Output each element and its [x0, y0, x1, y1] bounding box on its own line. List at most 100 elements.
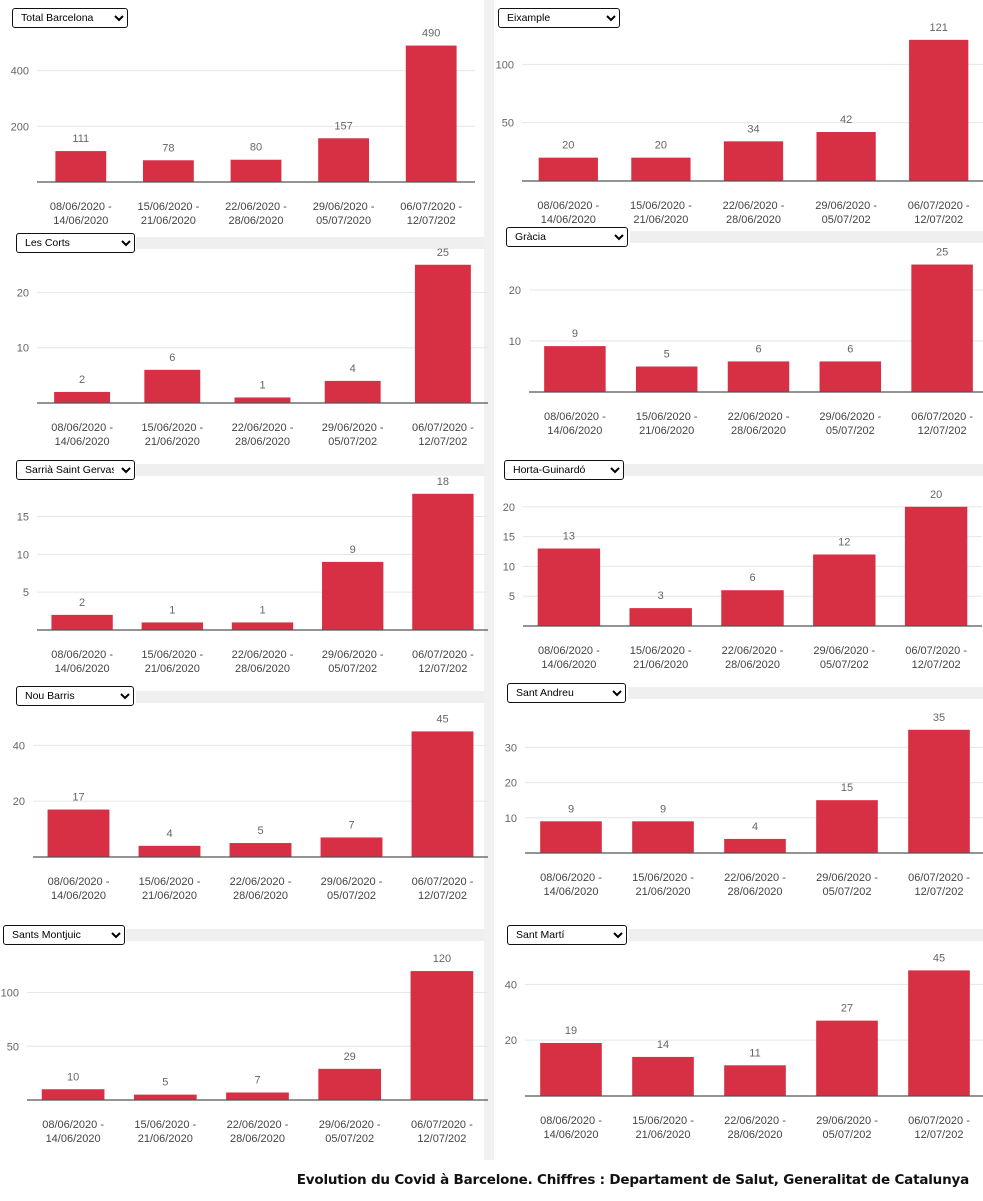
x-tick-label: 15/06/2020 -21/06/2020 — [630, 200, 692, 226]
bar-value-label: 6 — [169, 352, 175, 364]
x-tick-label: 08/06/2020 -14/06/2020 — [540, 1115, 602, 1141]
bar-value-label: 27 — [841, 1003, 853, 1015]
y-tick-label: 20 — [509, 285, 521, 297]
bar-value-label: 7 — [348, 819, 354, 831]
bar — [909, 39, 969, 182]
bar-chart: 10 20 30 9 08/06/2020 -14/06/2020 9 15/06/2020… — [505, 712, 983, 898]
bar-value-label: 5 — [162, 1077, 168, 1089]
x-tick-label: 22/06/2020 -28/06/2020 — [232, 649, 294, 675]
y-tick-label: 50 — [7, 1041, 19, 1053]
bar-value-label: 490 — [422, 28, 440, 40]
bar-value-label: 25 — [437, 247, 449, 259]
bar — [631, 157, 691, 181]
bar-value-label: 9 — [568, 803, 574, 815]
x-tick-label: 08/06/2020 -14/06/2020 — [537, 200, 599, 226]
district-select[interactable]: Total Barcelona — [12, 8, 128, 28]
section-band — [624, 464, 983, 476]
bar-value-label: 20 — [655, 140, 667, 152]
bar — [629, 608, 692, 626]
district-select[interactable]: Eixample — [498, 8, 620, 28]
x-tick-label: 22/06/2020 -28/06/2020 — [722, 645, 784, 671]
bar-value-label: 4 — [350, 363, 356, 375]
y-tick-label: 40 — [13, 740, 25, 752]
x-tick-label: 22/06/2020 -28/06/2020 — [724, 872, 786, 898]
chart-panel-total-barcelona: Total Barcelona 200 400 111 08/06/2020 -14/… — [0, 0, 484, 232]
chart-panel-horta-guinardo: Horta-Guinardó 5 10 15 20 13 08/06/2020 -14/0… — [503, 460, 982, 671]
bar — [727, 361, 790, 392]
x-tick-label: 15/06/2020 -21/06/2020 — [630, 645, 692, 671]
chart-panel-sant-marti: Sant Martí 20 40 19 08/06/2020 -14/06/2020 1… — [505, 925, 983, 1141]
district-select[interactable]: Sarrià Saint Gervasi — [16, 460, 135, 480]
bar-value-label: 9 — [350, 544, 356, 556]
x-tick-label: 15/06/2020 -21/06/2020 — [636, 411, 698, 437]
x-tick-label: 22/06/2020 -28/06/2020 — [227, 1119, 289, 1145]
bar — [322, 561, 384, 630]
x-tick-label: 08/06/2020 -14/06/2020 — [51, 649, 113, 675]
x-tick-label: 08/06/2020 -14/06/2020 — [540, 872, 602, 898]
district-select[interactable]: Nou Barris — [16, 686, 134, 706]
x-tick-label: 06/07/2020 -12/07/202 — [908, 872, 970, 898]
x-tick-label: 29/06/2020 -05/07/202 — [322, 422, 384, 448]
x-tick-label: 29/06/2020 -05/07/202 — [322, 649, 384, 675]
bar-value-label: 14 — [657, 1039, 669, 1051]
bar-value-label: 120 — [433, 953, 451, 965]
bar — [538, 157, 598, 181]
bar — [632, 821, 694, 853]
district-select[interactable]: Sant Martí — [507, 925, 627, 945]
bar-value-label: 25 — [936, 247, 948, 259]
district-select[interactable]: Sant Andreu — [507, 683, 626, 703]
bar-value-label: 5 — [664, 349, 670, 361]
x-tick-label: 15/06/2020 -21/06/2020 — [632, 872, 694, 898]
y-tick-label: 50 — [502, 118, 514, 130]
bar-value-label: 18 — [437, 476, 449, 488]
district-select[interactable]: Les Corts — [16, 233, 135, 253]
x-tick-label: 08/06/2020 -14/06/2020 — [42, 1119, 104, 1145]
bar-value-label: 5 — [257, 825, 263, 837]
bar — [318, 1068, 382, 1100]
district-select[interactable]: Gràcia — [506, 227, 628, 247]
bar — [813, 554, 876, 626]
x-tick-label: 15/06/2020 -21/06/2020 — [139, 876, 201, 902]
x-tick-label: 06/07/2020 -12/07/202 — [412, 649, 474, 675]
x-tick-label: 29/06/2020 -05/07/202 — [815, 200, 877, 226]
x-tick-label: 08/06/2020 -14/06/2020 — [51, 422, 113, 448]
bar-value-label: 2 — [79, 597, 85, 609]
section-band — [628, 929, 983, 941]
x-tick-label: 08/06/2020 -14/06/2020 — [50, 201, 112, 227]
x-tick-label: 15/06/2020 -21/06/2020 — [632, 1115, 694, 1141]
bar — [411, 731, 474, 857]
bar — [721, 590, 784, 626]
x-tick-label: 06/07/2020 -12/07/202 — [412, 876, 474, 902]
bar — [724, 1065, 786, 1096]
bar — [414, 264, 471, 403]
bar-chart: 20 40 19 08/06/2020 -14/06/2020 14 15/06/2020… — [505, 952, 983, 1141]
bar — [632, 1056, 694, 1096]
x-tick-label: 22/06/2020 -28/06/2020 — [232, 422, 294, 448]
bar-value-label: 11 — [749, 1047, 760, 1059]
bar — [724, 838, 786, 853]
chart-panel-sants-montjuic: Sants Montjuic 50 100 10 08/06/2020 -14/06/… — [0, 0, 488, 1160]
bar — [47, 809, 110, 857]
x-tick-label: 29/06/2020 -05/07/202 — [321, 876, 383, 902]
x-tick-label: 08/06/2020 -14/06/2020 — [538, 645, 600, 671]
section-band — [126, 929, 484, 941]
district-select[interactable]: Horta-Guinardó — [504, 460, 624, 480]
x-tick-label: 29/06/2020 -05/07/202 — [816, 872, 878, 898]
y-tick-label: 20 — [505, 1035, 517, 1047]
district-select[interactable]: Sants Montjuic — [3, 925, 125, 945]
y-tick-label: 10 — [503, 561, 515, 573]
bar — [908, 729, 970, 853]
y-tick-label: 20 — [503, 502, 515, 514]
bar-value-label: 13 — [563, 531, 575, 543]
bar-value-label: 20 — [930, 489, 942, 501]
x-tick-label: 22/06/2020 -28/06/2020 — [724, 1115, 786, 1141]
bar-value-label: 15 — [841, 782, 853, 794]
bar-value-label: 6 — [847, 343, 853, 355]
bar-value-label: 1 — [259, 604, 265, 616]
bar-chart: 200 400 111 08/06/2020 -14/06/2020 78 15/06/2… — [11, 28, 475, 227]
x-tick-label: 29/06/2020 -05/07/202 — [819, 411, 881, 437]
bar — [234, 397, 291, 403]
bar — [544, 346, 606, 392]
x-tick-label: 06/07/2020 -12/07/202 — [905, 645, 967, 671]
y-tick-label: 10 — [17, 343, 29, 355]
